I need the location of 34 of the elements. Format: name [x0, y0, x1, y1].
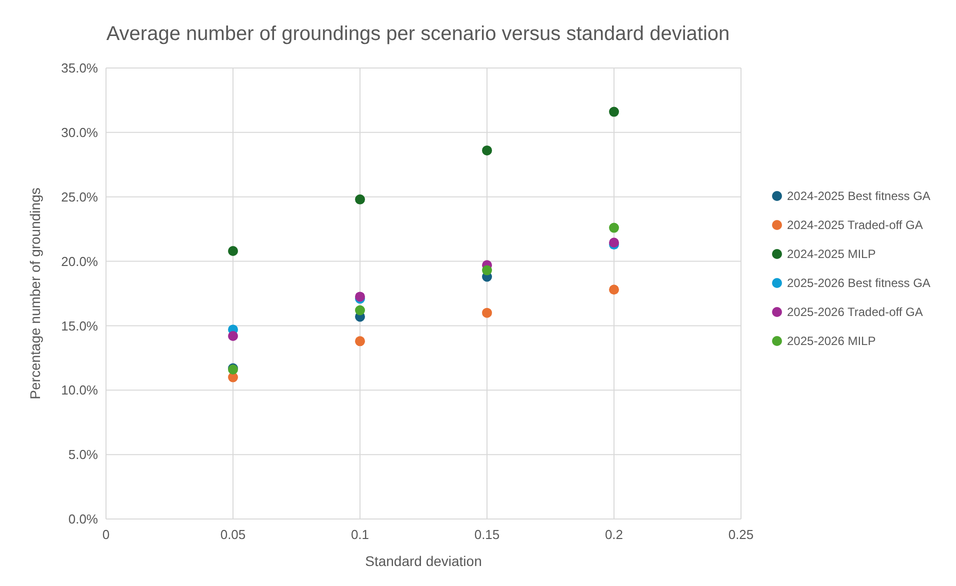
point	[355, 194, 365, 204]
x-tick-label: 0.15	[474, 527, 500, 542]
point	[355, 336, 365, 346]
y-tick-label: 15.0%	[61, 318, 98, 334]
y-tick-label: 25.0%	[61, 189, 98, 204]
x-tick-label: 0.25	[728, 527, 754, 542]
point	[355, 305, 365, 316]
point	[609, 106, 619, 117]
legend-label: 2024-2025 MILP	[787, 247, 876, 262]
legend-label: 2024-2025 Best fitness GA	[787, 189, 930, 204]
point	[609, 222, 619, 233]
x-tick-label: 0.2	[604, 527, 624, 542]
x-tick-label: 0.1	[350, 527, 370, 542]
y-tick-label: 5.0%	[68, 447, 98, 462]
chart-title: Average number of groundings per scenario versus standard deviation	[106, 23, 730, 45]
legend-label: 2025-2026 Best fitness GA	[787, 276, 930, 290]
x-axis-title: Standard deviation	[365, 553, 482, 569]
legend-label: 2025-2026 MILP	[787, 334, 876, 348]
legend-label: 2025-2026 Traded-off GA	[787, 305, 923, 320]
point	[228, 246, 238, 256]
y-axis-title: Percentage number of groundings	[27, 188, 43, 400]
y-tick-label: 35.0%	[61, 60, 98, 76]
point	[228, 331, 238, 342]
x-tick-label: 0.05	[220, 527, 246, 542]
point	[482, 308, 492, 318]
point	[482, 145, 492, 156]
y-tick-label: 20.0%	[61, 254, 98, 269]
x-tick-label: 0	[102, 527, 110, 542]
y-tick-label: 0.0%	[68, 512, 98, 527]
point	[609, 284, 619, 295]
legend-label: 2024-2025 Traded-off GA	[787, 218, 923, 232]
point	[482, 265, 492, 276]
y-tick-label: 10.0%	[61, 382, 98, 398]
y-tick-label: 30.0%	[61, 124, 98, 140]
